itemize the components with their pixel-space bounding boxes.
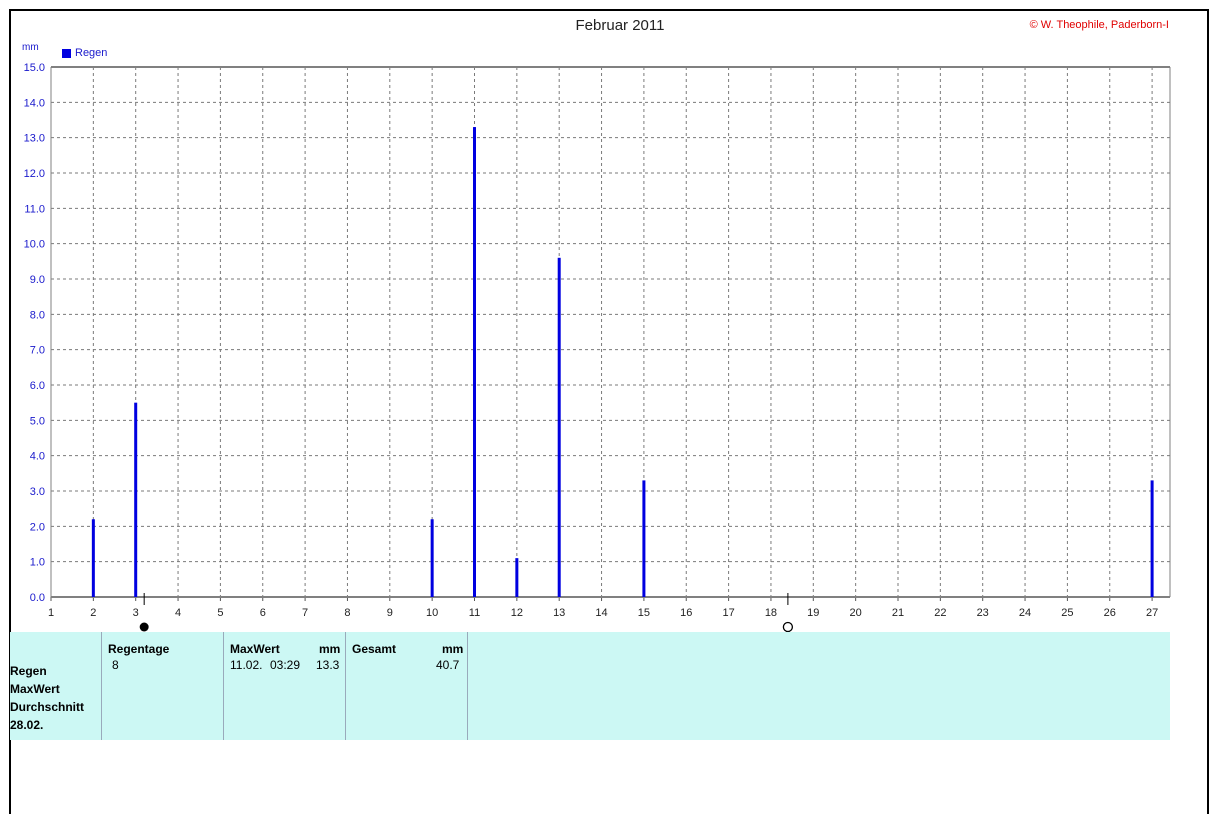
y-tick-label: 15.0 <box>24 62 45 74</box>
x-tick-label: 15 <box>638 607 650 619</box>
regentage-header: Regentage <box>108 642 170 656</box>
x-tick-label: 1 <box>48 607 54 619</box>
y-tick-label: 8.0 <box>30 309 45 321</box>
chart-frame <box>9 9 1209 814</box>
x-tick-label: 11 <box>469 607 480 619</box>
y-tick-label: 4.0 <box>30 451 45 463</box>
stats-col-maxwert: MaxWert mm 11.02. 03:29 13.3 <box>224 632 346 740</box>
stats-row-labels: Regen MaxWert Durchschnitt 28.02. <box>10 632 102 740</box>
bar <box>557 257 561 597</box>
legend-swatch-icon <box>62 48 71 58</box>
legend-label: Regen <box>75 47 108 59</box>
x-tick-label: 14 <box>595 607 607 619</box>
maxwert-date: 11.02. <box>230 658 263 672</box>
y-tick-label: 1.0 <box>30 557 45 569</box>
y-tick-label: 10.0 <box>24 239 45 251</box>
x-tick-label: 12 <box>511 607 523 619</box>
y-axis-unit: mm <box>22 42 39 53</box>
x-tick-label: 13 <box>553 607 565 619</box>
row-label-regen: Regen <box>10 664 47 678</box>
bar <box>134 402 138 597</box>
x-tick-label: 20 <box>850 607 862 619</box>
legend: Regen <box>62 47 107 59</box>
x-tick-label: 18 <box>765 607 777 619</box>
bar <box>91 519 95 597</box>
y-tick-label: 3.0 <box>30 486 45 498</box>
x-tick-label: 4 <box>175 607 181 619</box>
y-tick-label: 5.0 <box>30 415 45 427</box>
x-tick-label: 6 <box>260 607 266 619</box>
row-label-maxwert: MaxWert <box>10 682 60 696</box>
full-moon-icon <box>782 621 794 633</box>
x-tick-label: 26 <box>1104 607 1116 619</box>
x-tick-label: 2 <box>90 607 96 619</box>
bar <box>473 127 476 598</box>
stats-col-regentage: Regentage 8 <box>102 632 224 740</box>
maxwert-time: 03:29 <box>270 658 301 672</box>
regentage-value: 8 <box>112 658 119 672</box>
x-tick-label: 24 <box>1019 607 1031 619</box>
gesamt-header: Gesamt <box>352 642 397 656</box>
x-tick-label: 16 <box>680 607 692 619</box>
x-tick-label: 27 <box>1146 607 1158 619</box>
maxwert-value: 13.3 <box>316 658 340 672</box>
rain-bar-chart: 0.01.02.03.04.05.06.07.08.09.010.011.012… <box>24 62 1171 633</box>
y-tick-label: 11.0 <box>24 203 45 215</box>
chart-title: Februar 2011 <box>575 17 665 34</box>
y-tick-label: 12.0 <box>24 168 45 180</box>
x-tick-label: 21 <box>892 607 904 619</box>
new-moon-icon <box>139 622 149 632</box>
x-tick-label: 9 <box>387 607 393 619</box>
x-tick-label: 10 <box>426 607 438 619</box>
gesamt-value: 40.7 <box>436 658 460 672</box>
bar <box>1150 480 1154 597</box>
x-tick-label: 25 <box>1061 607 1073 619</box>
stats-table: Regen MaxWert Durchschnitt 28.02. Regent… <box>10 632 1170 740</box>
x-tick-label: 23 <box>977 607 989 619</box>
y-tick-label: 13.0 <box>24 133 45 145</box>
gesamt-unit: mm <box>442 642 464 656</box>
maxwert-header: MaxWert <box>230 642 280 656</box>
x-tick-label: 17 <box>722 607 734 619</box>
x-tick-label: 7 <box>302 607 308 619</box>
bar <box>430 519 434 597</box>
y-tick-label: 0.0 <box>30 592 45 604</box>
x-tick-label: 5 <box>217 607 223 619</box>
y-tick-label: 9.0 <box>30 274 45 286</box>
x-tick-label: 3 <box>133 607 139 619</box>
bar <box>515 558 519 597</box>
row-label-date: 28.02. <box>10 718 44 732</box>
y-tick-label: 7.0 <box>30 345 45 357</box>
x-tick-label: 22 <box>934 607 946 619</box>
x-tick-label: 19 <box>807 607 819 619</box>
y-tick-label: 14.0 <box>24 97 45 109</box>
y-tick-label: 6.0 <box>30 380 45 392</box>
stats-col-gesamt: Gesamt mm 40.7 <box>346 632 468 740</box>
bar <box>642 480 646 597</box>
row-label-durchschnitt: Durchschnitt <box>10 700 85 714</box>
y-tick-label: 2.0 <box>30 521 45 533</box>
x-tick-label: 8 <box>344 607 350 619</box>
copyright-notice: © W. Theophile, Paderborn-I <box>1029 19 1169 31</box>
maxwert-unit: mm <box>319 642 341 656</box>
